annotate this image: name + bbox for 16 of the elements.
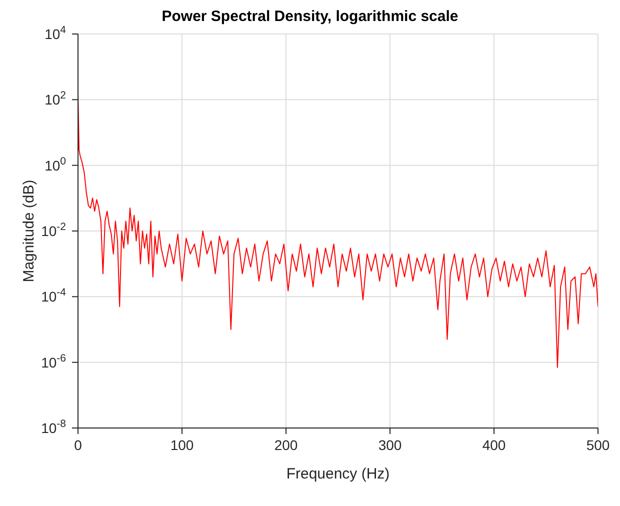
x-tick-label: 300 [378, 437, 402, 453]
y-tick-label: 10$^{-6}$ [41, 352, 66, 370]
y-tick-label: 10$^{0}$ [44, 155, 66, 174]
y-tick-label: 10$^{-2}$ [41, 221, 66, 239]
y-tick-label: 10$^{-4}$ [41, 286, 66, 305]
x-tick-label: 400 [482, 437, 506, 453]
y-tick-label: 10$^{4}$ [44, 24, 66, 42]
x-axis-title: Frequency (Hz) [286, 466, 390, 483]
y-tick-label: 10$^{-8}$ [41, 418, 66, 436]
x-tick-label: 200 [274, 437, 298, 453]
x-tick-label: 0 [74, 437, 82, 453]
y-axis-title: Magnitude (dB) [20, 180, 38, 282]
y-tick-label: 10$^{2}$ [44, 90, 66, 108]
x-tick-label: 500 [586, 437, 610, 453]
x-tick-label: 100 [170, 437, 194, 453]
chart-title: Power Spectral Density, logarithmic scale [162, 8, 458, 25]
